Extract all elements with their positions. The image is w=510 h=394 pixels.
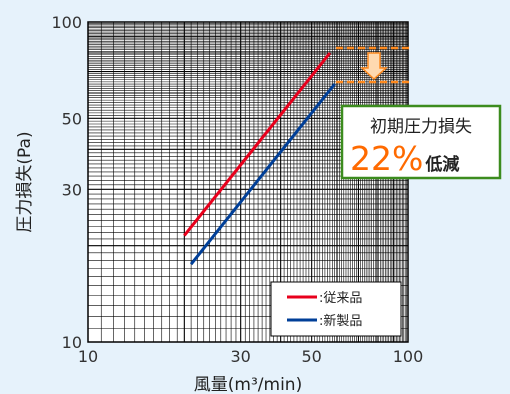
y-tick-label: 10 [62,333,82,352]
reduction-callout: 初期圧力損失 22% 低減 [340,104,502,180]
reduction-guides [336,46,412,84]
y-tick-label: 100 [51,13,82,32]
x-tick-label: 50 [301,347,321,366]
y-tick-label: 30 [62,180,82,199]
series-layer [183,52,336,266]
x-tick-label: 30 [230,347,250,366]
callout-title: 初期圧力損失 [370,117,472,137]
legend-box [270,281,402,337]
series-line-new-product [189,83,336,266]
x-axis-label: 風量(m³/min) [194,375,302,394]
series-line-old-product [183,52,332,237]
legend-label-old-product: :従来品 [319,291,362,306]
y-axis-label: 圧力損失(Pa) [15,131,35,232]
callout-value: 22% 低減 [350,139,459,178]
tick-labels: 10 30 50 100 10 30 50 100 [51,13,423,366]
down-arrow-icon [360,52,388,81]
plot-frame [87,21,409,343]
x-tick-label: 10 [78,347,98,366]
x-tick-label: 100 [393,347,424,366]
legend: :従来品 :新製品 [270,281,402,337]
legend-label-new-product: :新製品 [319,313,362,329]
callout-box [340,104,502,180]
y-tick-label: 50 [62,109,82,128]
